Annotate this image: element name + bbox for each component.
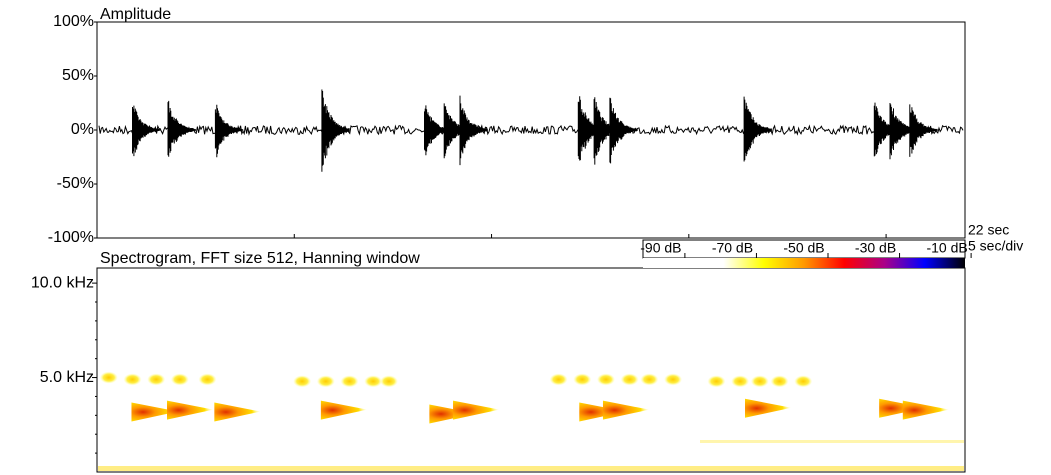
harmonic-blob [707, 375, 725, 387]
colorbar-label: -10 dB [926, 240, 967, 256]
colorbar-label: -70 dB [712, 240, 753, 256]
harmonic-blob [364, 375, 382, 387]
chart: Amplitude Spectrogram, FFT size 512, Han… [0, 0, 1051, 475]
call-blob [321, 401, 367, 420]
harmonic-blob [100, 372, 118, 384]
y-tick-label: 5.0 kHz [40, 369, 94, 386]
harmonic-blob [573, 373, 591, 385]
burst [610, 98, 637, 164]
harmonic-blob [317, 375, 335, 387]
harmonic-blob [621, 373, 639, 385]
burst [168, 101, 195, 157]
burst [215, 105, 242, 158]
harmonic-blob [293, 375, 311, 387]
burst [133, 106, 160, 157]
harmonic-blob [147, 373, 165, 385]
harmonic-blob [380, 375, 398, 387]
harmonic-blob [198, 373, 216, 385]
harmonic-blob [597, 373, 615, 385]
burst [322, 90, 349, 172]
call-blob [745, 399, 791, 418]
x-division-label: 5 sec/div [968, 238, 1023, 254]
y-tick-label: -100% [48, 229, 94, 246]
harmonic-blob [731, 375, 749, 387]
harmonic-blob [771, 375, 789, 387]
colorbar-label: -30 dB [855, 240, 896, 256]
call-blob [903, 401, 949, 420]
harmonic-blob [640, 373, 658, 385]
burst [460, 96, 487, 166]
harmonic-blob [171, 373, 189, 385]
harmonic-blob [550, 373, 568, 385]
harmonic-blob [794, 375, 812, 387]
call-blob [603, 401, 649, 420]
colorbar-label: -50 dB [783, 240, 824, 256]
harmonic-blob [751, 375, 769, 387]
spectrogram-title: Spectrogram, FFT size 512, Hanning windo… [100, 250, 420, 267]
harmonic-blob [664, 373, 682, 385]
x-end-label: 22 sec [968, 222, 1009, 238]
y-tick-label: -50% [57, 175, 94, 192]
call-blob [453, 401, 499, 420]
y-tick-label: 50% [62, 67, 94, 84]
burst [910, 104, 937, 156]
harmonic-blob [124, 373, 142, 385]
burst [744, 97, 771, 162]
y-tick-label: 0% [71, 121, 94, 138]
y-tick-label: 100% [53, 13, 94, 30]
colorbar [643, 258, 965, 268]
waveform-title: Amplitude [100, 6, 171, 23]
call-blob [167, 401, 213, 420]
harmonic-blob [341, 375, 359, 387]
colorbar-label: -90 dB [640, 240, 681, 256]
y-tick-label: 10.0 kHz [31, 274, 94, 291]
spectrogram-floor [98, 440, 964, 471]
call-blob [214, 403, 260, 422]
